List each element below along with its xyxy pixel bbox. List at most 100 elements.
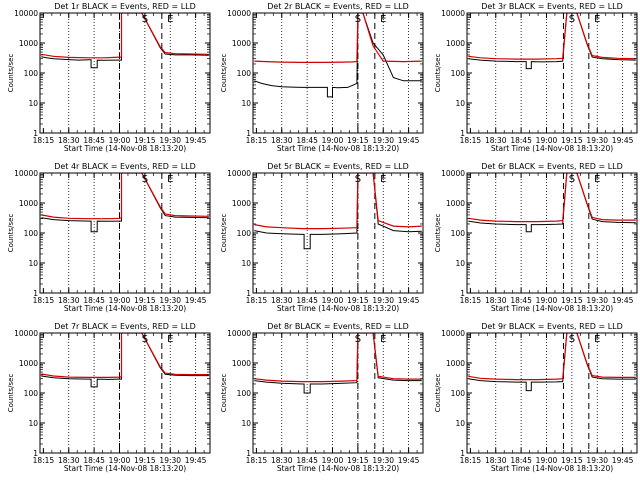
series-lld-line bbox=[254, 173, 422, 230]
x-tick-label: 18:45 bbox=[83, 456, 105, 465]
y-tick-label: 1 bbox=[246, 449, 251, 458]
y-tick-label: 10 bbox=[455, 419, 465, 428]
marker-s: S bbox=[569, 14, 575, 25]
y-axis-label: Counts/sec bbox=[7, 214, 15, 253]
y-tick-label: 10 bbox=[241, 259, 251, 268]
y-tick-label: 10000 bbox=[441, 329, 465, 338]
y-tick-label: 10 bbox=[241, 99, 251, 108]
x-tick-label: 18:30 bbox=[485, 136, 507, 145]
plot-frame bbox=[39, 332, 211, 454]
y-tick-label: 1 bbox=[460, 129, 465, 138]
x-tick-label: 19:15 bbox=[347, 456, 369, 465]
x-tick-label: 18:15 bbox=[460, 296, 482, 305]
plot-frame bbox=[39, 12, 211, 134]
x-tick-label: 19:30 bbox=[372, 456, 394, 465]
x-tick-label: 19:00 bbox=[322, 456, 344, 465]
plot-frame bbox=[39, 172, 211, 294]
panel-title: Det 5r BLACK = Events, RED = LLD bbox=[267, 162, 409, 171]
plot-frame bbox=[252, 332, 424, 454]
y-tick-label: 10000 bbox=[14, 9, 38, 18]
marker-e: E bbox=[380, 174, 386, 185]
series-lld-line bbox=[468, 173, 636, 223]
x-tick-label: 18:30 bbox=[58, 136, 80, 145]
y-tick-label: 100 bbox=[451, 69, 466, 78]
y-axis-label: Counts/sec bbox=[434, 214, 442, 253]
panel-title: Det 4r BLACK = Events, RED = LLD bbox=[54, 162, 196, 171]
panel-title: Det 2r BLACK = Events, RED = LLD bbox=[267, 2, 409, 11]
x-axis-label: Start Time (14-Nov-08 18:13:20) bbox=[64, 144, 186, 153]
y-tick-label: 1000 bbox=[232, 359, 251, 368]
x-tick-label: 19:15 bbox=[134, 296, 156, 305]
x-axis-label: Start Time (14-Nov-08 18:13:20) bbox=[64, 304, 186, 313]
series-lld-line bbox=[468, 13, 636, 60]
y-tick-label: 10 bbox=[28, 419, 38, 428]
y-tick-label: 1 bbox=[33, 289, 38, 298]
y-tick-label: 10000 bbox=[227, 329, 251, 338]
series-lld-line bbox=[41, 13, 209, 59]
x-tick-label: 19:00 bbox=[109, 296, 131, 305]
y-tick-label: 1000 bbox=[446, 199, 465, 208]
x-tick-label: 19:15 bbox=[134, 456, 156, 465]
y-tick-label: 100 bbox=[237, 389, 252, 398]
x-tick-label: 18:45 bbox=[510, 296, 532, 305]
x-tick-label: 19:30 bbox=[159, 296, 181, 305]
y-axis-label: Counts/sec bbox=[220, 54, 228, 93]
y-tick-label: 1 bbox=[33, 449, 38, 458]
x-tick-label: 18:30 bbox=[485, 296, 507, 305]
x-tick-label: 18:30 bbox=[271, 456, 293, 465]
panel-det-9: Det 9r BLACK = Events, RED = LLD S E 1 10 100… bbox=[434, 322, 638, 473]
y-axis-label: Counts/sec bbox=[220, 374, 228, 413]
x-axis-label: Start Time (14-Nov-08 18:13:20) bbox=[64, 464, 186, 473]
plot-frame bbox=[466, 12, 638, 134]
panel-det-3: Det 3r BLACK = Events, RED = LLD S E 1 10 100… bbox=[434, 2, 638, 153]
marker-e: E bbox=[167, 14, 173, 25]
y-tick-label: 1000 bbox=[19, 199, 38, 208]
x-tick-label: 19:45 bbox=[612, 136, 634, 145]
y-tick-label: 1000 bbox=[19, 39, 38, 48]
panel-title: Det 6r BLACK = Events, RED = LLD bbox=[481, 162, 623, 171]
series-lld-line bbox=[254, 333, 422, 383]
x-tick-label: 19:30 bbox=[159, 456, 181, 465]
x-tick-label: 19:00 bbox=[109, 136, 131, 145]
panel-title: Det 7r BLACK = Events, RED = LLD bbox=[54, 322, 196, 331]
x-tick-label: 18:45 bbox=[296, 456, 318, 465]
series-events-line bbox=[41, 13, 209, 69]
series-events-line bbox=[468, 333, 636, 392]
panel-det-4: Det 4r BLACK = Events, RED = LLD S E 1 10 100… bbox=[7, 162, 211, 313]
x-tick-label: 19:00 bbox=[536, 296, 558, 305]
panel-det-2: Det 2r BLACK = Events, RED = LLD S E 1 10 100… bbox=[220, 2, 424, 153]
x-tick-label: 19:15 bbox=[134, 136, 156, 145]
y-axis-label: Counts/sec bbox=[434, 54, 442, 93]
series-events-line bbox=[254, 333, 422, 394]
panel-det-6: Det 6r BLACK = Events, RED = LLD S E 1 10 100… bbox=[434, 162, 638, 313]
series-events-line bbox=[254, 13, 422, 98]
y-tick-label: 1000 bbox=[232, 39, 251, 48]
x-axis-label: Start Time (14-Nov-08 18:13:20) bbox=[491, 464, 613, 473]
y-tick-label: 1000 bbox=[232, 199, 251, 208]
marker-e: E bbox=[594, 334, 600, 345]
x-axis-label: Start Time (14-Nov-08 18:13:20) bbox=[277, 144, 399, 153]
x-axis-label: Start Time (14-Nov-08 18:13:20) bbox=[491, 144, 613, 153]
x-tick-label: 19:15 bbox=[347, 296, 369, 305]
x-tick-label: 19:30 bbox=[372, 296, 394, 305]
plot-frame bbox=[252, 172, 424, 294]
x-tick-label: 19:45 bbox=[398, 456, 420, 465]
series-events-line bbox=[468, 173, 636, 233]
y-axis-label: Counts/sec bbox=[7, 374, 15, 413]
panel-title: Det 9r BLACK = Events, RED = LLD bbox=[481, 322, 623, 331]
y-tick-label: 1 bbox=[246, 129, 251, 138]
y-tick-label: 100 bbox=[24, 389, 39, 398]
y-tick-label: 1 bbox=[246, 289, 251, 298]
y-tick-label: 10000 bbox=[227, 169, 251, 178]
marker-e: E bbox=[167, 334, 173, 345]
y-tick-label: 10 bbox=[241, 419, 251, 428]
x-tick-label: 19:30 bbox=[159, 136, 181, 145]
y-tick-label: 10000 bbox=[227, 9, 251, 18]
panel-det-1: Det 1r BLACK = Events, RED = LLD S E 1 10 100… bbox=[7, 2, 211, 153]
marker-e: E bbox=[594, 174, 600, 185]
x-tick-label: 19:45 bbox=[185, 456, 207, 465]
x-tick-label: 18:15 bbox=[460, 136, 482, 145]
x-tick-label: 18:30 bbox=[271, 296, 293, 305]
x-tick-label: 18:30 bbox=[58, 296, 80, 305]
